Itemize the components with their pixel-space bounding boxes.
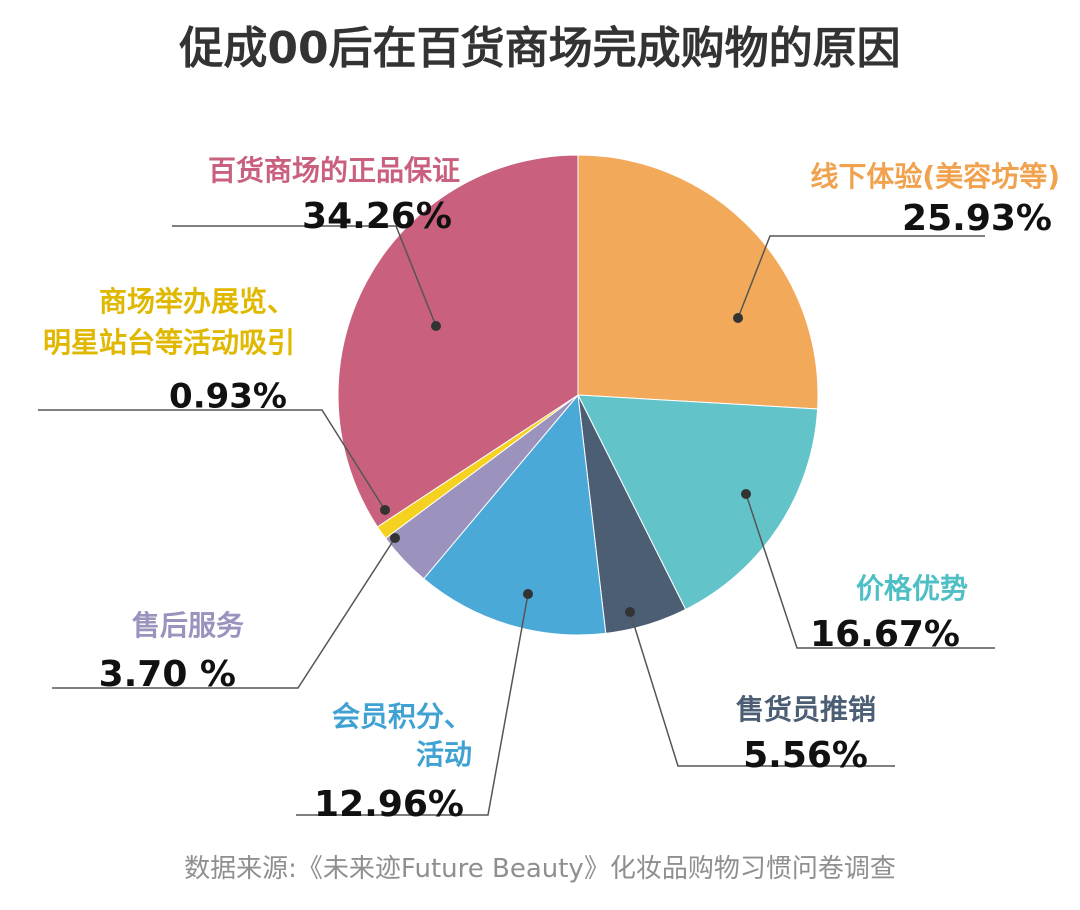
chart-title: 促成00后在百货商场完成购物的原因 [179, 23, 901, 74]
leader-dot-3 [625, 607, 635, 617]
slice-label-7: 百货商场的正品保证 [208, 154, 460, 187]
leader-line-4 [296, 593, 529, 816]
slice-value-5: 3.70 % [99, 654, 236, 695]
leader-line-1 [737, 235, 985, 319]
slice-value-2: 16.67% [810, 614, 960, 655]
slice-label-4: 会员积分、 [332, 700, 472, 733]
leader-dot-1 [733, 313, 743, 323]
leader-dot-5 [390, 533, 400, 543]
slice-value-6: 0.93% [169, 377, 287, 417]
leader-line-2 [745, 493, 995, 649]
slice-label-6: 明星站台等活动吸引 [43, 326, 295, 359]
leader-line-5 [52, 537, 396, 689]
slice-label-2: 价格优势 [856, 572, 968, 605]
leader-line-6 [38, 409, 386, 511]
pie-slice-7 [337, 154, 579, 528]
slice-label-4: 活动 [416, 738, 472, 771]
pie-slice-4 [422, 393, 607, 636]
slice-value-1: 25.93% [902, 198, 1052, 239]
slice-label-3: 售货员推销 [736, 693, 876, 726]
leader-dot-6 [380, 505, 390, 515]
pie-slice-1 [577, 154, 819, 410]
leader-dot-4 [523, 589, 533, 599]
leader-line-7 [172, 225, 437, 327]
slice-label-6: 商场举办展览、 [99, 285, 295, 318]
slice-label-1: 线下体验(美容坊等) [810, 160, 1060, 193]
slice-value-4: 12.96% [314, 784, 464, 825]
leader-line-3 [629, 611, 895, 767]
leader-dot-2 [741, 489, 751, 499]
pie-slice-2 [577, 394, 819, 611]
data-source-note: 数据来源:《未来迹Future Beauty》化妆品购物习惯问卷调查 [184, 854, 896, 884]
slice-value-3: 5.56% [743, 735, 868, 776]
slice-value-7: 34.26% [302, 196, 452, 237]
leader-dot-7 [431, 321, 441, 331]
slice-label-5: 售后服务 [132, 609, 244, 642]
